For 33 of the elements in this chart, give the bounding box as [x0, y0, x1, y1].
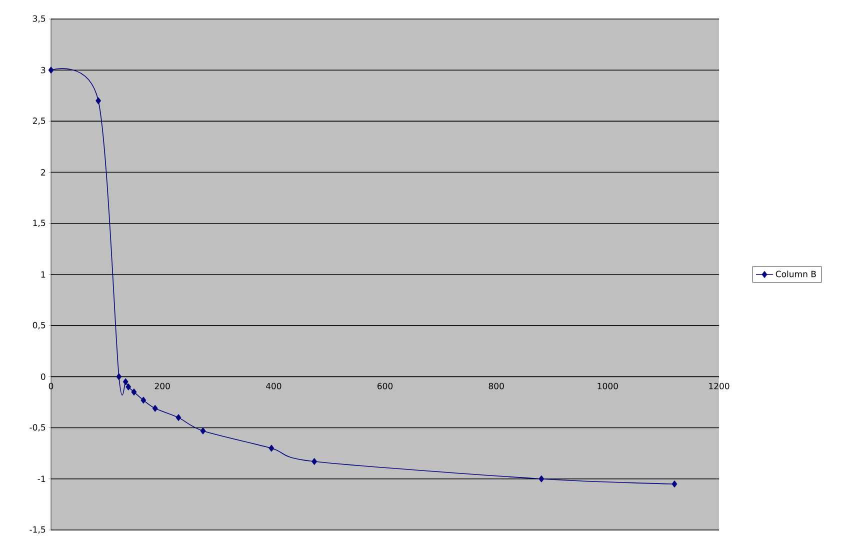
point [96, 97, 101, 104]
x-tick-label: 600 [377, 382, 393, 390]
point [131, 388, 137, 396]
y-tick-label: -1 [38, 476, 46, 482]
y-tick-label: -1,5 [30, 526, 46, 534]
point [200, 427, 206, 434]
point [538, 475, 544, 482]
y-tick-label: 0 [41, 373, 46, 380]
x-tick-label: 800 [488, 382, 504, 390]
point [176, 414, 182, 421]
point [672, 480, 678, 488]
y-tick-label: 2 [41, 169, 46, 176]
point [116, 373, 122, 380]
point [126, 384, 132, 390]
y-tick-label: 1 [41, 271, 46, 278]
point [152, 404, 158, 412]
point [122, 378, 128, 386]
y-tick-label: -0,5 [30, 424, 46, 432]
point [140, 396, 146, 404]
y-tick-label: 2,5 [32, 118, 46, 125]
y-tick-label: 3,5 [32, 15, 46, 23]
point [312, 458, 317, 465]
point [268, 444, 274, 452]
y-tick-label: 1,5 [33, 220, 46, 227]
y-tick-label: 3 [41, 66, 46, 74]
legend-label: Column B [776, 270, 816, 278]
point [48, 66, 54, 74]
x-tick-label: 0 [48, 382, 54, 390]
y-tick-label: 0,5 [32, 322, 46, 330]
x-tick-label: 200 [154, 382, 170, 390]
x-tick-label: 1200 [709, 382, 730, 390]
x-tick-label: 1000 [598, 382, 618, 390]
x-tick-label: 400 [266, 382, 282, 390]
